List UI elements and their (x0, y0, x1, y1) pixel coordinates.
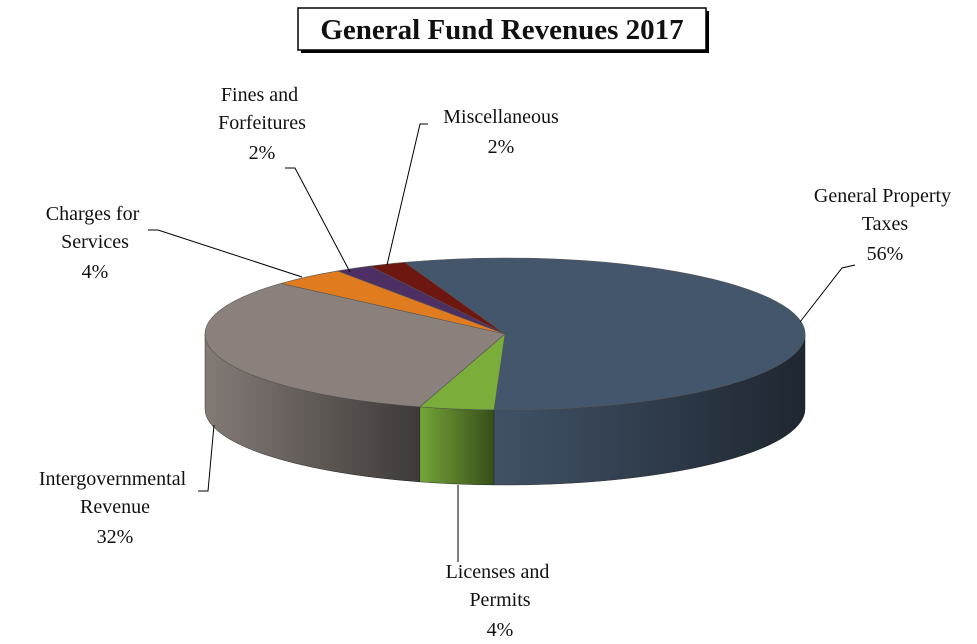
slice (404, 257, 806, 411)
chart-title: General Fund Revenues 2017 (320, 14, 683, 46)
slice (204, 283, 506, 408)
leader-line (285, 167, 351, 273)
leader-line (386, 123, 428, 266)
slice-label: Charges for Services (46, 203, 145, 253)
leader-line (198, 424, 215, 492)
percent-label: 2% (488, 136, 515, 158)
title-box (297, 7, 707, 51)
slice-label: Miscellaneous (443, 106, 559, 128)
label-line: Fines and (221, 84, 303, 106)
label-line: General Property (814, 185, 956, 207)
label-line: Forfeitures (218, 112, 306, 134)
side-shade (494, 334, 805, 485)
label-line: Intergovernmental (39, 468, 191, 490)
label-line: Miscellaneous (443, 106, 559, 128)
leader-line (148, 229, 303, 278)
slice-label: Intergovernmental Revenue (39, 468, 191, 518)
side-shade (204, 334, 420, 482)
label-line: Taxes (862, 213, 909, 235)
percent-label: 2% (249, 142, 276, 164)
label-line: Charges for (46, 203, 145, 225)
label-line: Revenue (80, 496, 150, 518)
slice-label: General Property Taxes (814, 185, 956, 235)
percent-label: 56% (867, 243, 904, 265)
label-line: Permits (469, 589, 530, 611)
percent-label: 4% (487, 619, 514, 641)
side-shade (419, 406, 495, 485)
label-line: Licenses and (446, 561, 555, 583)
percent-label: 4% (82, 261, 109, 283)
slice-label: Licenses and Permits (446, 561, 555, 611)
percent-label: 32% (97, 526, 134, 548)
label-line: Services (61, 231, 129, 253)
leader-line (799, 264, 856, 323)
slice-label: Fines and Forfeitures (218, 84, 306, 134)
